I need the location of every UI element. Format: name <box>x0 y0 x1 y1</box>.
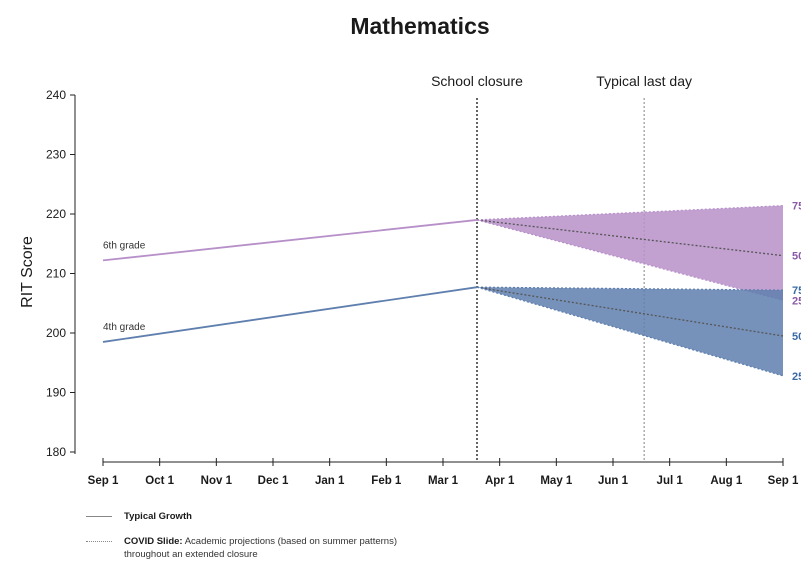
x-tick-label: Nov 1 <box>201 475 233 487</box>
solid-line-swatch <box>86 515 112 517</box>
legend-dotted-item: COVID Slide: Academic projections (based… <box>86 535 444 561</box>
y-tick-label: 210 <box>46 267 66 281</box>
fourth-grade-slide-p25-line <box>476 286 784 377</box>
y-tick-label: 240 <box>46 88 66 102</box>
legend: Typical Growth COVID Slide: Academic pro… <box>86 510 444 561</box>
x-tick-label: Dec 1 <box>258 475 289 487</box>
sixth-grade-slide-p75-line <box>476 205 784 221</box>
dotted-line-swatch <box>86 541 112 561</box>
x-tick-label: Apr 1 <box>485 475 515 487</box>
chart-title: Mathematics <box>350 13 489 39</box>
sixth-grade-end-label-p50: 50 <box>792 251 801 263</box>
x-tick-label: Aug 1 <box>710 475 743 487</box>
y-tick-label: 180 <box>46 445 66 459</box>
y-tick-label: 230 <box>46 148 66 162</box>
legend-dotted-text: Academic projections (based on summer pa… <box>124 536 397 560</box>
fourth-grade-end-label-p75: 75 <box>792 285 801 297</box>
y-tick-label: 200 <box>46 326 66 340</box>
sixth-grade-slide-band <box>477 205 783 301</box>
x-tick-label: Jan 1 <box>315 475 345 487</box>
school-closure-label: School closure <box>431 73 523 89</box>
x-tick-label: May 1 <box>540 475 573 487</box>
y-tick-label: 190 <box>46 386 66 400</box>
legend-dotted-bold: COVID Slide: <box>124 536 183 547</box>
x-tick-label: Oct 1 <box>145 475 174 487</box>
fourth-grade-typical-growth-line <box>102 286 478 343</box>
sixth-grade-label: 6th grade <box>103 240 146 251</box>
sixth-grade-slide-p50-line <box>476 219 784 257</box>
x-tick-label: Jul 1 <box>657 475 684 487</box>
x-tick-label: Mar 1 <box>428 475 459 487</box>
sixth-grade-slide-p25-line <box>476 219 784 301</box>
x-tick-label: Sep 1 <box>768 475 799 487</box>
plot-area: 180 190 200 210 220 230 240 Sep 1 Oct 1 Nov 1 Dec … <box>46 73 801 487</box>
fourth-grade-slide-band <box>477 287 783 376</box>
x-tick-label: Sep 1 <box>88 475 119 487</box>
fourth-grade-label: 4th grade <box>103 322 146 333</box>
x-tick-label: Feb 1 <box>371 475 402 487</box>
y-tick-label: 220 <box>46 207 66 221</box>
fourth-grade-slide-p75-line <box>476 286 784 291</box>
sixth-grade-end-label-p25: 25 <box>792 295 801 307</box>
x-tick-label: Jun 1 <box>598 475 629 487</box>
legend-solid-label: Typical Growth <box>124 511 192 522</box>
sixth-grade-end-label-p75: 75 <box>792 201 801 213</box>
fourth-grade-end-label-p50: 50 <box>792 331 801 343</box>
legend-solid-item: Typical Growth <box>86 510 444 523</box>
y-axis-label: RIT Score <box>19 236 36 308</box>
typical-last-day-label: Typical last day <box>596 73 692 89</box>
fourth-grade-end-label-p25: 25 <box>792 371 801 383</box>
sixth-grade-typical-growth-line <box>102 219 478 262</box>
